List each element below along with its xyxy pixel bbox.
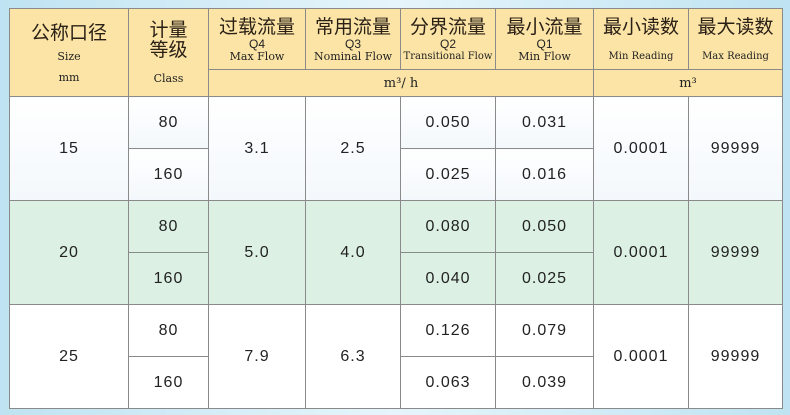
table-row: 160 0.025 0.016 xyxy=(10,148,783,201)
q4-cell: 3.1 xyxy=(208,96,306,201)
table-row: 25 80 7.9 6.3 0.126 0.079 0.0001 99999 xyxy=(9,304,783,409)
class-cell: 80 xyxy=(128,200,209,253)
q4-cell: 5.0 xyxy=(208,200,306,305)
table-row: 15 80 3.1 2.5 0.050 0.031 0.0001 99999 xyxy=(9,96,783,201)
header-class: 计量等级 Class xyxy=(128,8,209,97)
header-max-reading: 最大读数 Max Reading xyxy=(688,8,783,70)
min-reading-cell: 0.0001 xyxy=(593,96,689,201)
table-row: 160 0.040 0.025 xyxy=(10,252,783,305)
q1-cell: 0.050 xyxy=(495,200,594,253)
header-min-reading: 最小读数 Min Reading xyxy=(593,8,689,70)
min-reading-cell: 0.0001 xyxy=(593,304,689,409)
class-cell: 160 xyxy=(128,252,209,305)
table-row: 20 80 5.0 4.0 0.080 0.050 0.0001 99999 xyxy=(9,200,783,305)
q3-cell: 2.5 xyxy=(305,96,401,201)
q1-cell: 0.031 xyxy=(495,96,594,149)
q2-cell: 0.040 xyxy=(400,252,496,305)
q2-cell: 0.050 xyxy=(400,96,496,149)
header-size: 公称口径 Size mm xyxy=(9,8,129,97)
q4-cell: 7.9 xyxy=(208,304,306,409)
max-reading-cell: 99999 xyxy=(688,304,783,409)
q2-cell: 0.025 xyxy=(400,148,496,201)
header-q1: 最小流量 Q1 Min Flow xyxy=(495,8,594,70)
q2-cell: 0.063 xyxy=(400,356,496,409)
table-row: 160 0.063 0.039 xyxy=(10,356,783,409)
q1-cell: 0.016 xyxy=(495,148,594,201)
class-cell: 80 xyxy=(128,304,209,357)
q1-cell: 0.025 xyxy=(495,252,594,305)
class-cell: 80 xyxy=(128,96,209,149)
flow-unit: m³/ h xyxy=(208,69,594,97)
size-cell: 25 xyxy=(9,304,129,409)
size-cell: 15 xyxy=(9,96,129,201)
reading-unit: m³ xyxy=(593,69,783,97)
flow-spec-table: 公称口径 Size mm 计量等级 Class 过载流量 Q4 Max Flow 常用流量… xyxy=(9,8,783,409)
q1-cell: 0.079 xyxy=(495,304,594,357)
max-reading-cell: 99999 xyxy=(688,200,783,305)
q2-cell: 0.126 xyxy=(400,304,496,357)
q3-cell: 4.0 xyxy=(305,200,401,305)
q2-cell: 0.080 xyxy=(400,200,496,253)
header-q3: 常用流量 Q3 Nominal Flow xyxy=(305,8,401,70)
header-q2: 分界流量 Q2 Transitional Flow xyxy=(400,8,496,70)
q1-cell: 0.039 xyxy=(495,356,594,409)
max-reading-cell: 99999 xyxy=(688,96,783,201)
q3-cell: 6.3 xyxy=(305,304,401,409)
class-cell: 160 xyxy=(128,148,209,201)
header-q4: 过载流量 Q4 Max Flow xyxy=(208,8,306,70)
size-cell: 20 xyxy=(9,200,129,305)
min-reading-cell: 0.0001 xyxy=(593,200,689,305)
class-cell: 160 xyxy=(128,356,209,409)
